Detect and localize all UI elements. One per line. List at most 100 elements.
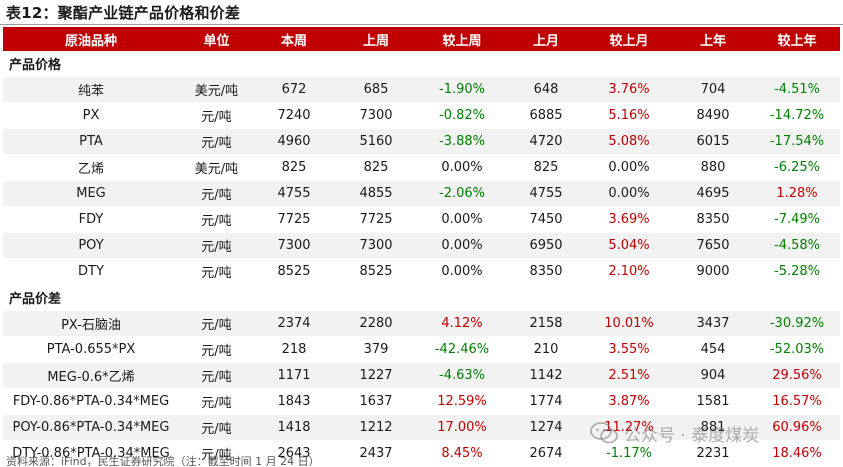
- table-row: POY-0.86*PTA-0.34*MEG 元/吨 1418 1212 17.00% 12…: [3, 414, 840, 441]
- product-name-cell: FDY-0.86*PTA-0.34*MEG: [3, 388, 179, 415]
- product-name-cell: FDY: [3, 206, 179, 233]
- mom-change-cell: 5.08%: [586, 128, 672, 155]
- last-week-cell: 685: [334, 76, 418, 103]
- last-month-cell: 1274: [506, 414, 586, 441]
- mom-change-cell: 3.69%: [586, 206, 672, 233]
- section-row: 产品价差: [3, 284, 840, 311]
- unit-cell: 美元/吨: [179, 76, 254, 103]
- wow-change-cell: -4.63%: [418, 362, 506, 389]
- this-week-cell: 1418: [254, 414, 334, 441]
- last-year-cell: 881: [672, 414, 754, 441]
- wow-change-cell: 0.00%: [418, 232, 506, 259]
- this-week-cell: 1171: [254, 362, 334, 389]
- table-row: FDY-0.86*PTA-0.34*MEG 元/吨 1843 1637 12.59% 17…: [3, 388, 840, 415]
- unit-cell: 元/吨: [179, 232, 254, 259]
- last-month-cell: 2158: [506, 310, 586, 337]
- table-row: PTA-0.655*PX 元/吨 218 379 -42.46% 210 3.55% 454-…: [3, 336, 840, 363]
- last-year-cell: 4695: [672, 180, 754, 207]
- unit-cell: 元/吨: [179, 180, 254, 207]
- col-header-product: 原油品种: [3, 27, 179, 51]
- unit-cell: 元/吨: [179, 102, 254, 129]
- mom-change-cell: 3.87%: [586, 388, 672, 415]
- this-week-cell: 2643: [254, 440, 334, 467]
- section-label: 产品价格: [3, 51, 840, 77]
- last-week-cell: 1212: [334, 414, 418, 441]
- product-name-cell: MEG: [3, 180, 179, 207]
- mom-change-cell: 3.76%: [586, 76, 672, 103]
- yoy-change-cell: -7.49%: [754, 206, 840, 233]
- last-month-cell: 210: [506, 336, 586, 363]
- this-week-cell: 218: [254, 336, 334, 363]
- last-month-cell: 4720: [506, 128, 586, 155]
- last-month-cell: 1774: [506, 388, 586, 415]
- yoy-change-cell: -4.51%: [754, 76, 840, 103]
- yoy-change-cell: -14.72%: [754, 102, 840, 129]
- unit-cell: 元/吨: [179, 206, 254, 233]
- last-year-cell: 3437: [672, 310, 754, 337]
- wechat-icon: [590, 422, 618, 444]
- unit-cell: 元/吨: [179, 440, 254, 467]
- table-row: PX 元/吨 7240 7300 -0.82% 6885 5.16% 8490 -14.72%: [3, 102, 840, 129]
- yoy-change-cell: 18.46%: [754, 440, 840, 467]
- table-row: PTA 元/吨 4960 5160 -3.88% 4720 5.08% 6015 -17.54%: [3, 128, 840, 155]
- col-header-this-week: 本周: [254, 27, 334, 51]
- product-name-cell: DTY-0.86*PTA-0.34*MEG: [3, 440, 179, 467]
- last-week-cell: 5160: [334, 128, 418, 155]
- mom-change-cell: 2.51%: [586, 362, 672, 389]
- col-header-wow: 较上周: [418, 27, 506, 51]
- mom-change-cell: 0.00%: [586, 180, 672, 207]
- this-week-cell: 8525: [254, 258, 334, 285]
- product-name-cell: PTA: [3, 128, 179, 155]
- last-week-cell: 1637: [334, 388, 418, 415]
- this-week-cell: 4755: [254, 180, 334, 207]
- this-week-cell: 672: [254, 76, 334, 103]
- this-week-cell: 825: [254, 154, 334, 181]
- last-week-cell: 4855: [334, 180, 418, 207]
- last-year-cell: 704: [672, 76, 754, 103]
- product-name-cell: 乙烯: [3, 154, 179, 181]
- col-header-yoy: 较上年: [754, 27, 840, 51]
- product-name-cell: PX: [3, 102, 179, 129]
- last-week-cell: 7300: [334, 232, 418, 259]
- unit-cell: 美元/吨: [179, 154, 254, 181]
- table-title: 表12：聚酯产业链产品价格和价差: [6, 4, 241, 22]
- mom-change-cell: 0.00%: [586, 154, 672, 181]
- table-row: FDY 元/吨 7725 7725 0.00% 7450 3.69% 8350 -7.49%: [3, 206, 840, 233]
- last-week-cell: 7725: [334, 206, 418, 233]
- unit-cell: 元/吨: [179, 388, 254, 415]
- this-week-cell: 4960: [254, 128, 334, 155]
- col-header-last-month: 上月: [506, 27, 586, 51]
- title-divider: [0, 24, 843, 25]
- wow-change-cell: -0.82%: [418, 102, 506, 129]
- product-name-cell: DTY: [3, 258, 179, 285]
- yoy-change-cell: -17.54%: [754, 128, 840, 155]
- wow-change-cell: 12.59%: [418, 388, 506, 415]
- unit-cell: 元/吨: [179, 336, 254, 363]
- table-row: POY 元/吨 7300 7300 0.00% 6950 5.04% 7650 -4.58%: [3, 232, 840, 259]
- last-year-cell: 1581: [672, 388, 754, 415]
- unit-cell: 元/吨: [179, 310, 254, 337]
- table-row: 纯苯 美元/吨 672 685 -1.90% 648 3.76% 704 -4.51%: [3, 76, 840, 103]
- yoy-change-cell: 60.96%: [754, 414, 840, 441]
- wow-change-cell: 17.00%: [418, 414, 506, 441]
- last-week-cell: 825: [334, 154, 418, 181]
- col-header-mom: 较上月: [586, 27, 672, 51]
- last-week-cell: 1227: [334, 362, 418, 389]
- last-week-cell: 379: [334, 336, 418, 363]
- yoy-change-cell: -4.58%: [754, 232, 840, 259]
- table-row: DTY 元/吨 8525 8525 0.00% 8350 2.10% 9000 -5.28%: [3, 258, 840, 285]
- last-year-cell: 8490: [672, 102, 754, 129]
- wow-change-cell: 0.00%: [418, 206, 506, 233]
- last-year-cell: 454: [672, 336, 754, 363]
- wow-change-cell: 8.45%: [418, 440, 506, 467]
- wow-change-cell: 0.00%: [418, 258, 506, 285]
- table-row: PX-石脑油 元/吨 2374 2280 4.12% 2158 10.01% 3437 -30.…: [3, 310, 840, 337]
- last-month-cell: 8350: [506, 258, 586, 285]
- unit-cell: 元/吨: [179, 362, 254, 389]
- wow-change-cell: -42.46%: [418, 336, 506, 363]
- col-header-last-year: 上年: [672, 27, 754, 51]
- table-row: MEG-0.6*乙烯 元/吨 1171 1227 -4.63% 1142 2.51% 904 2…: [3, 362, 840, 389]
- unit-cell: 元/吨: [179, 258, 254, 285]
- this-week-cell: 1843: [254, 388, 334, 415]
- mom-change-cell: 10.01%: [586, 310, 672, 337]
